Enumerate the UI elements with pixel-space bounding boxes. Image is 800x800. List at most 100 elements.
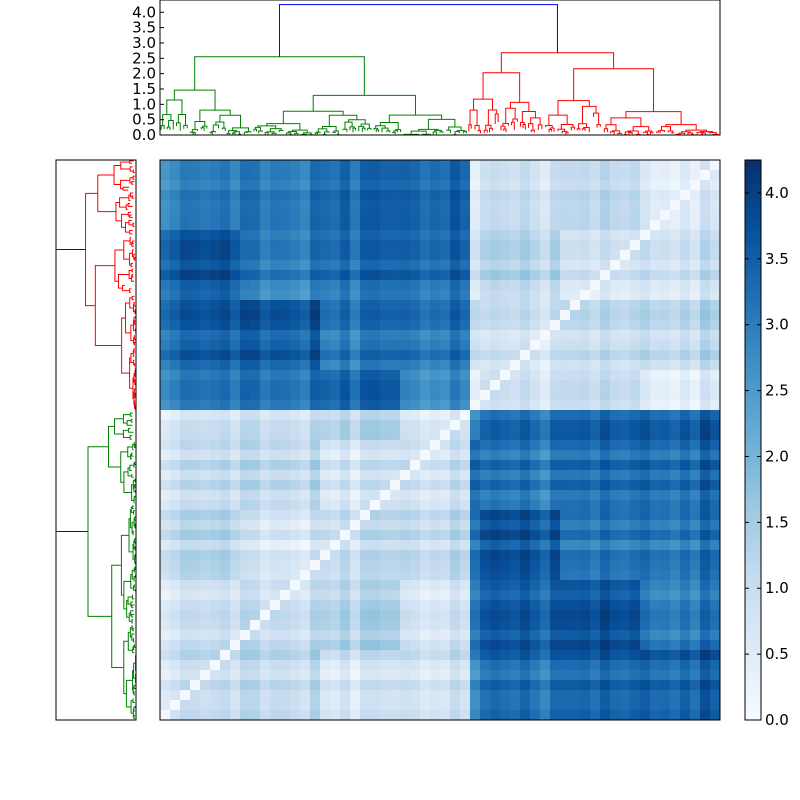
heatmap-cell <box>380 580 391 591</box>
left-dendrogram-link <box>121 213 129 228</box>
heatmap-cell <box>590 360 601 371</box>
heatmap-cell <box>290 680 301 691</box>
heatmap-cell <box>670 600 681 611</box>
heatmap-cell <box>330 530 341 541</box>
heatmap-cell <box>650 310 661 321</box>
heatmap-cell <box>470 410 481 421</box>
heatmap-cell <box>200 340 211 351</box>
heatmap-cell <box>680 360 691 371</box>
heatmap-cell <box>230 180 241 191</box>
heatmap-cell <box>240 670 251 681</box>
heatmap-cell <box>600 180 611 191</box>
heatmap-cell <box>290 670 301 681</box>
left-dendrogram-link <box>131 625 134 630</box>
left-dendrogram-link <box>133 706 136 712</box>
heatmap-cell <box>500 170 511 181</box>
heatmap-cell <box>600 480 611 491</box>
heatmap-cell <box>660 240 671 251</box>
heatmap-cell <box>670 360 681 371</box>
heatmap-cell <box>280 520 291 531</box>
heatmap-cell <box>460 550 471 561</box>
heatmap-cell <box>320 220 331 231</box>
heatmap-cell <box>160 680 171 691</box>
heatmap-cell <box>170 450 181 461</box>
heatmap-cell <box>360 290 371 301</box>
heatmap-cell <box>160 300 171 311</box>
heatmap-cell <box>190 480 201 491</box>
heatmap-cell <box>700 310 711 321</box>
heatmap-cell <box>580 350 591 361</box>
heatmap-cell <box>250 500 261 511</box>
heatmap-cell <box>270 630 281 641</box>
heatmap-cell <box>610 620 621 631</box>
heatmap-cell <box>540 390 551 401</box>
heatmap-cell <box>470 480 481 491</box>
top-dendrogram-link <box>474 125 480 131</box>
heatmap-cell <box>670 710 681 721</box>
heatmap-cell <box>570 420 581 431</box>
heatmap-cell <box>170 360 181 371</box>
heatmap-cell <box>260 650 271 661</box>
heatmap-cell <box>480 420 491 431</box>
heatmap-cell <box>210 360 221 371</box>
heatmap-cell <box>370 370 381 381</box>
left-dendrogram-link <box>97 174 116 213</box>
heatmap-cell <box>220 250 231 261</box>
heatmap-cell <box>540 310 551 321</box>
heatmap-cell <box>320 360 331 371</box>
heatmap-cell <box>340 430 351 441</box>
heatmap-cell <box>290 490 301 501</box>
heatmap-cell <box>680 350 691 361</box>
heatmap-cell <box>640 710 651 721</box>
top-dendrogram-link <box>487 109 498 126</box>
left-dendrogram-link <box>134 484 136 488</box>
heatmap-cell <box>470 580 481 591</box>
heatmap-cell <box>580 370 591 381</box>
heatmap-cell <box>640 500 651 511</box>
heatmap-cell <box>640 170 651 181</box>
heatmap-cell <box>700 580 711 591</box>
heatmap-cell <box>590 400 601 411</box>
heatmap-cell <box>570 340 581 351</box>
heatmap-cell <box>360 530 371 541</box>
heatmap-cell <box>300 190 311 201</box>
heatmap-cell <box>310 500 321 511</box>
heatmap-cell <box>240 530 251 541</box>
heatmap-cell <box>320 390 331 401</box>
heatmap-cell <box>320 560 331 571</box>
heatmap-cell <box>590 310 601 321</box>
heatmap-cell <box>620 210 631 221</box>
heatmap-cell <box>270 400 281 411</box>
heatmap-cell <box>700 540 711 551</box>
heatmap-cell <box>500 710 511 721</box>
heatmap-cell <box>630 270 641 281</box>
heatmap-cell <box>490 210 501 221</box>
heatmap-cell <box>170 260 181 271</box>
heatmap-cell <box>550 630 561 641</box>
heatmap-cell <box>450 450 461 461</box>
heatmap-cell <box>240 310 251 321</box>
heatmap-cell <box>160 620 171 631</box>
heatmap-cell <box>270 510 281 521</box>
heatmap-cell <box>370 700 381 711</box>
heatmap-cell <box>250 620 261 631</box>
heatmap-cell <box>590 520 601 531</box>
heatmap-cell <box>270 330 281 341</box>
heatmap-cell <box>230 170 241 181</box>
heatmap-cell <box>680 320 691 331</box>
heatmap-cell <box>170 230 181 241</box>
heatmap-cell <box>440 440 451 451</box>
heatmap-cell <box>210 600 221 611</box>
heatmap-cell <box>180 380 191 391</box>
heatmap-cell <box>540 230 551 241</box>
heatmap-cell <box>510 180 521 191</box>
heatmap-cell <box>440 250 451 261</box>
heatmap-cell <box>410 420 421 431</box>
heatmap-cell <box>310 650 321 661</box>
heatmap-cell <box>570 670 581 681</box>
heatmap-cell <box>670 310 681 321</box>
heatmap-cell <box>410 290 421 301</box>
left-dendrogram-link <box>133 684 136 690</box>
heatmap-cell <box>160 320 171 331</box>
left-dendrogram-link <box>134 554 136 564</box>
